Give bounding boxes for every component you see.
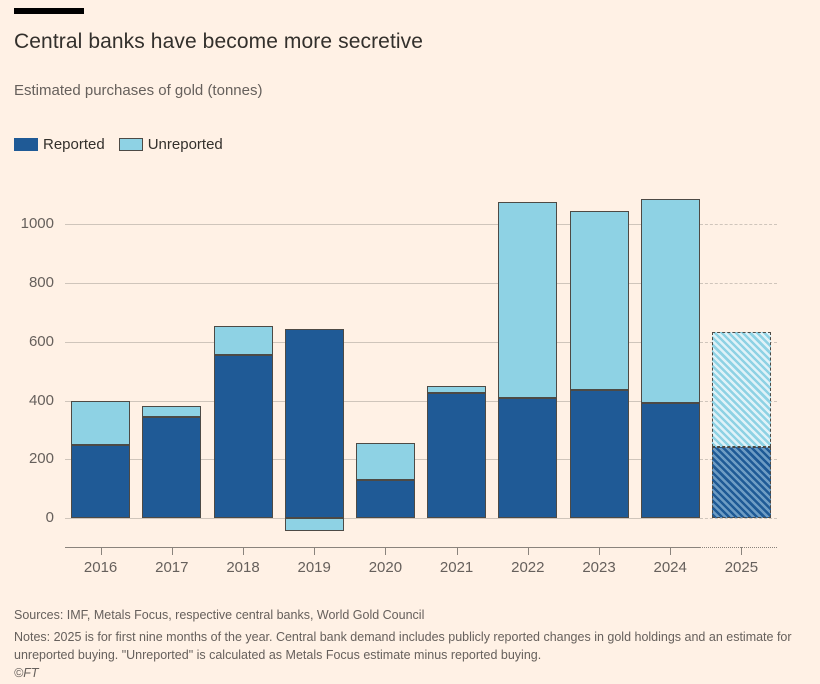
gridline-dashed-0 — [700, 517, 777, 519]
legend-label-unreported: Unreported — [147, 136, 223, 153]
sources-text: Sources: IMF, Metals Focus, respective c… — [14, 608, 425, 622]
chart-subtitle: Estimated purchases of gold (tonnes) — [14, 82, 263, 99]
x-axis-label: 2017 — [155, 559, 189, 576]
bar-2016-reported — [71, 444, 131, 518]
gridline-dashed-800 — [700, 283, 777, 285]
x-axis-label: 2019 — [297, 559, 331, 576]
x-axis-label: 2018 — [226, 559, 260, 576]
bar-2022-unreported — [498, 202, 558, 398]
x-axis-line — [65, 547, 700, 548]
x-axis-tick — [670, 547, 672, 555]
bar-2020-unreported — [355, 443, 415, 480]
x-axis-tick — [314, 547, 316, 555]
chart-plot-area: 0 200 400 600 800 1000 2016 2017 2018 2019 2020 202… — [0, 184, 820, 602]
gridline-1000 — [65, 224, 700, 226]
x-axis-label: 2016 — [83, 559, 118, 576]
bar-2021-reported — [427, 393, 487, 518]
gridline-dashed-1000 — [700, 224, 777, 226]
x-axis-label: 2025 — [724, 559, 759, 576]
x-axis-tick — [171, 547, 173, 555]
x-axis-label: 2020 — [368, 559, 403, 576]
bar-2023-unreported — [569, 211, 629, 391]
x-axis-label: 2021 — [439, 559, 474, 576]
y-axis-label: 600 — [28, 332, 54, 350]
bar-2019-unreported — [284, 517, 344, 532]
legend: Reported Unreported — [14, 136, 223, 153]
bar-2019-reported — [284, 328, 344, 518]
ft-top-rule — [14, 8, 84, 14]
x-axis-tick — [741, 547, 743, 555]
y-axis-label: 400 — [28, 391, 54, 409]
legend-swatch-unreported-icon — [118, 138, 143, 151]
x-axis-tick — [100, 547, 102, 555]
legend-label-reported: Reported — [43, 136, 105, 153]
gridline-600 — [65, 341, 700, 343]
x-axis-tick — [527, 547, 529, 555]
x-axis-tick — [599, 547, 600, 555]
y-axis-label: 0 — [45, 508, 54, 526]
legend-item-reported: Reported — [14, 136, 105, 153]
bar-2016-unreported — [71, 400, 131, 445]
y-axis-label: 200 — [28, 450, 54, 468]
gridline-400 — [65, 400, 700, 402]
y-axis-label: 1000 — [20, 215, 54, 233]
bar-2024-reported — [640, 403, 700, 518]
bar-2025-reported — [711, 447, 771, 518]
gridline-800 — [65, 283, 700, 285]
bar-2025-unreported — [711, 331, 771, 448]
bar-2018-unreported — [213, 325, 273, 355]
gridline-0 — [65, 517, 700, 519]
bar-2017-unreported — [142, 406, 202, 417]
ft-copyright: ©FT — [14, 666, 39, 681]
x-axis-line-dashed — [700, 547, 777, 548]
chart-title: Central banks have become more secretive — [14, 30, 424, 53]
x-axis-tick — [385, 547, 387, 555]
bar-2018-reported — [213, 354, 273, 518]
x-axis-tick — [456, 547, 458, 555]
x-axis-tick — [243, 547, 244, 555]
bar-2021-unreported — [427, 385, 487, 394]
x-axis-label: 2022 — [511, 559, 545, 576]
legend-item-unreported: Unreported — [118, 136, 223, 153]
y-axis-label: 800 — [28, 274, 54, 292]
bar-2017-reported — [142, 416, 202, 518]
bar-2024-unreported — [640, 199, 700, 404]
x-axis-label: 2023 — [582, 559, 616, 576]
bar-2023-reported — [569, 390, 629, 518]
bar-2022-reported — [498, 397, 558, 518]
legend-swatch-reported-icon — [14, 138, 38, 151]
chart-footer: Sources: IMF, Metals Focus, respective c… — [14, 607, 806, 683]
bar-2020-reported — [355, 479, 415, 518]
notes-text: Notes: 2025 is for first nine months of … — [14, 629, 792, 662]
x-axis-label: 2024 — [653, 559, 687, 576]
